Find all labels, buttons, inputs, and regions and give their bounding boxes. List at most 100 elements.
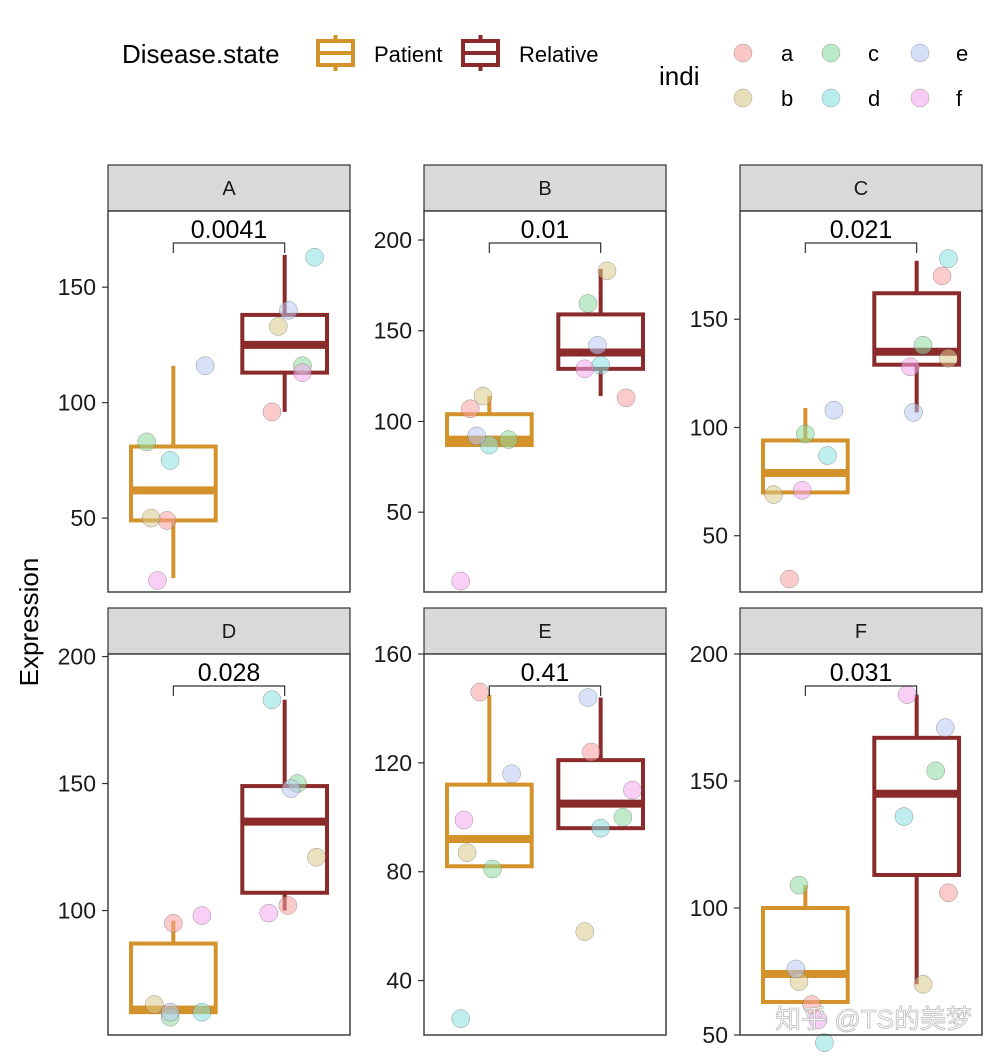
legend-point-a [733,43,753,63]
point-f [451,571,471,591]
point-d [815,1033,834,1052]
strip-label: D [222,621,236,643]
y-tick-label: 100 [690,414,728,440]
y-tick-label: 50 [702,523,728,549]
strip [739,164,983,212]
pvalue-bracket [804,242,918,253]
y-tick-label: 120 [374,750,412,776]
y-tick-label: 50 [702,1022,728,1048]
y-tick-label: 200 [374,227,412,253]
point-b [457,843,477,862]
point-b [269,317,288,336]
strip [107,607,351,655]
point-b [913,974,933,994]
legend-label-f: f [956,86,963,111]
point-e [786,959,806,979]
panel-A: A 50 100 150 0.0041 [58,164,351,593]
panel-C: C 50 100 150 0.021 [690,164,983,593]
panel-D: D 100 150 200 0.028 [58,607,351,1036]
point-d [939,249,958,268]
pvalue-label: 0.021 [830,216,893,244]
legend-label-relative: Relative [519,42,598,67]
strip-label: F [855,621,867,643]
legend-point-c [821,43,841,63]
y-tick-label: 160 [374,641,412,667]
y-tick-label: 200 [690,641,728,667]
panel-border [739,210,983,593]
point-a [932,266,952,286]
y-tick-label: 80 [386,859,412,885]
point-b [764,485,783,504]
point-f [293,363,312,382]
point-d [451,1009,471,1028]
strip-label: C [854,178,868,200]
point-a [470,682,490,702]
point-f [901,357,920,377]
point-f [897,685,917,704]
facet-panels: A 50 100 150 0.0041 B 50 100 150 200 0.01 C 50 100 150… [58,164,983,1052]
legend-point-b [733,88,753,108]
point-d [480,435,499,455]
y-tick-label: 100 [374,408,412,434]
y-tick-label: 50 [386,499,412,525]
point-a [939,883,958,903]
legend-point-d [821,88,841,108]
point-d [305,247,324,267]
point-f [192,906,212,925]
y-tick-label: 40 [386,968,412,994]
point-e [160,1002,180,1022]
legend-point-f [910,88,930,108]
pvalue-bracket [488,685,602,696]
point-b [473,386,493,406]
point-f [575,359,595,379]
legend-label-b: b [781,86,793,111]
point-f [808,1010,828,1030]
point-a [262,402,282,422]
y-tick-label: 100 [690,895,728,921]
y-tick-label: 200 [58,644,96,670]
point-e [588,336,607,355]
y-tick-label: 150 [58,274,96,300]
point-b [307,847,326,867]
panel-border [107,210,351,593]
pvalue-label: 0.01 [521,216,570,244]
point-e [935,718,955,737]
legend-key-patient [316,35,355,71]
y-tick-label: 100 [58,898,96,924]
point-b [939,348,958,368]
point-a [164,913,183,933]
legend-label-e: e [956,41,968,66]
legend: Disease.state Patient Relative indi ab cd ef [122,35,968,111]
point-f [148,571,167,590]
legend-key-relative [461,35,500,71]
point-c [789,875,809,895]
legend-label-a: a [781,41,794,66]
panel-background [108,211,350,592]
strip-label: A [222,178,236,200]
point-f [623,780,642,800]
point-c [926,761,945,781]
point-a [616,388,636,408]
point-f [259,903,279,923]
strip-label: B [538,178,551,200]
point-c [613,808,633,827]
panel-border [423,653,667,1036]
y-tick-label: 150 [690,768,728,794]
pvalue-label: 0.0041 [191,216,267,244]
watermark: 知乎 @TS的美梦 [775,1004,972,1034]
y-tick-label: 150 [690,306,728,332]
strip [423,607,667,655]
panel-border [423,210,667,593]
point-e [281,779,301,798]
box-relative [556,697,646,831]
point-d [262,690,282,709]
point-b [575,922,595,941]
y-tick-label: 150 [374,318,412,344]
box-relative [240,699,330,911]
y-tick-label: 50 [70,505,96,531]
panel-background [424,654,666,1035]
pvalue-bracket [804,685,918,696]
point-d [192,1002,212,1022]
point-a [278,896,298,915]
